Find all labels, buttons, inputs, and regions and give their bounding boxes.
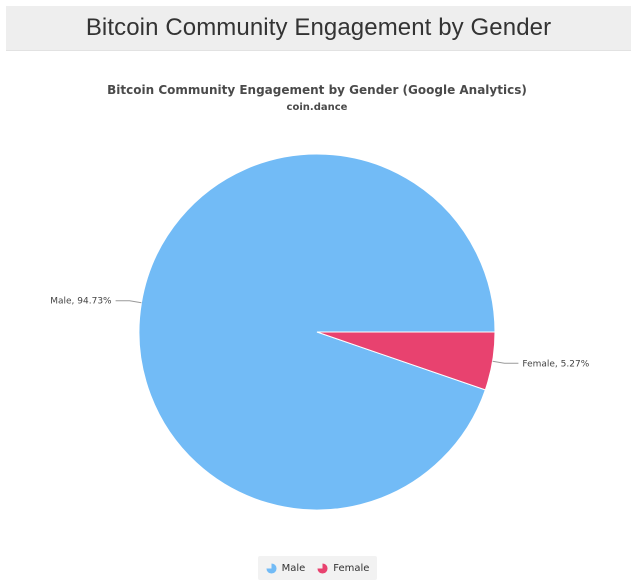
pie-slice-icon	[266, 562, 277, 574]
chart-subtitle: coin.dance	[287, 102, 348, 113]
chart-title: Bitcoin Community Engagement by Gender (…	[107, 83, 527, 97]
page-header: Bitcoin Community Engagement by Gender	[6, 6, 631, 51]
pie-slice-icon	[317, 562, 328, 574]
label-connector-female	[492, 360, 519, 364]
page-title: Bitcoin Community Engagement by Gender	[85, 14, 552, 41]
label-connector-male	[115, 300, 142, 304]
chart-legend: Male Female	[258, 556, 377, 580]
legend-label-male: Male	[281, 562, 306, 574]
pie-data-labels: Male, 94.73% Female, 5.27%	[50, 297, 589, 370]
legend-label-female: Female	[333, 562, 370, 574]
legend-item-male[interactable]: Male	[266, 562, 306, 574]
pie-slices	[138, 153, 496, 511]
pie-slice-female[interactable]	[316, 331, 496, 391]
legend-item-female[interactable]: Female	[317, 563, 369, 574]
pie-chart: Bitcoin Community Engagement by Gender (…	[50, 83, 590, 511]
data-label-female: Female, 5.27%	[522, 359, 589, 369]
data-label-male: Male, 94.73%	[50, 297, 112, 307]
chart-container: Bitcoin Community Engagement by Gender (…	[0, 60, 640, 587]
